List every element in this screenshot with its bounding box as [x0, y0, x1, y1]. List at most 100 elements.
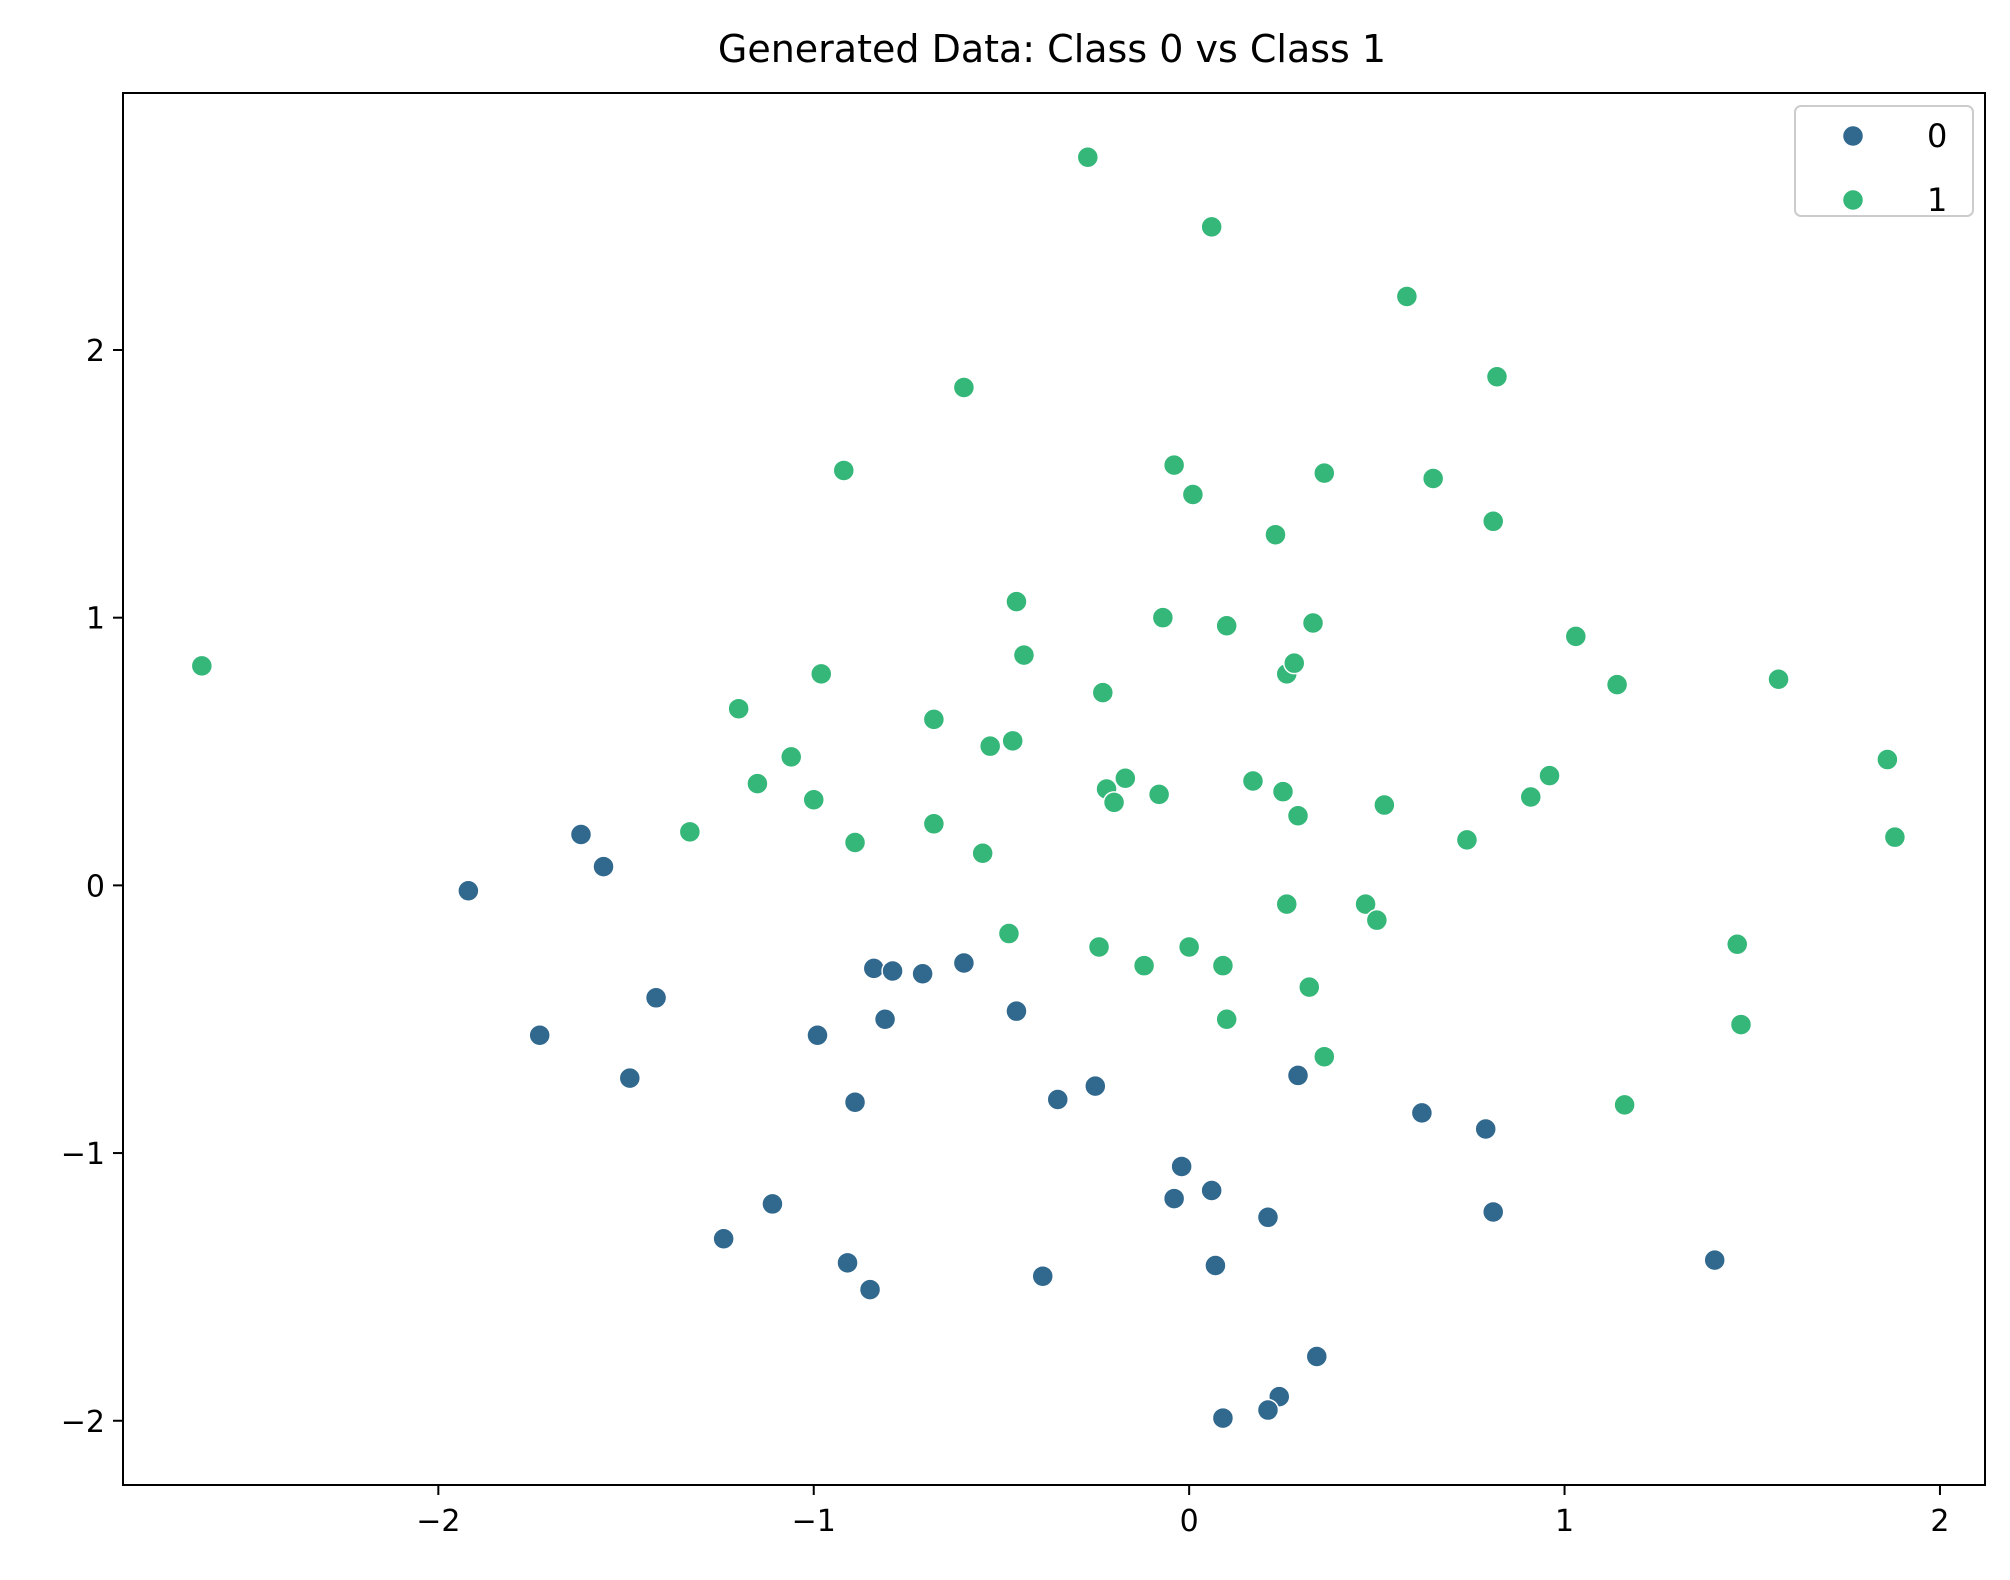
data-point: [779, 745, 803, 769]
x-tick-label: −2: [416, 1504, 460, 1539]
data-point: [1211, 1406, 1235, 1430]
data-point: [1264, 523, 1287, 546]
data-point: [997, 922, 1021, 945]
data-point: [727, 697, 750, 720]
data-point: [858, 1278, 882, 1301]
data-point: [843, 831, 867, 854]
data-point: [1305, 1345, 1329, 1368]
data-point: [1481, 510, 1505, 533]
chart-title: Generated Data: Class 0 vs Class 1: [718, 27, 1386, 71]
data-point: [1301, 611, 1325, 635]
data-point: [1114, 767, 1137, 790]
data-point: [1373, 793, 1396, 817]
data-point: [843, 1090, 867, 1114]
plot-frame: [122, 92, 1986, 1486]
data-point: [873, 1007, 897, 1031]
data-point: [761, 1192, 784, 1216]
y-tick-label: 0: [86, 869, 105, 904]
data-point: [1200, 1179, 1223, 1202]
data-point: [1729, 1013, 1753, 1036]
data-point: [1215, 614, 1238, 637]
data-point: [836, 1251, 859, 1275]
data-point: [1876, 748, 1899, 771]
data-point: [1613, 1093, 1636, 1117]
data-point: [1177, 935, 1201, 959]
x-tick-label: 0: [1180, 1504, 1199, 1539]
data-point: [1005, 590, 1028, 613]
data-point: [457, 879, 480, 902]
data-point: [678, 820, 702, 844]
x-axis: −2 −1 0 1 2: [416, 1485, 1949, 1539]
data-point: [1001, 729, 1024, 753]
data-point: [881, 959, 904, 983]
data-point: [1481, 1200, 1505, 1224]
data-point: [1313, 461, 1336, 485]
y-axis: −2 −1 0 1 2: [61, 334, 123, 1440]
data-point: [528, 1024, 551, 1047]
data-point: [1241, 769, 1265, 793]
data-point: [1147, 783, 1171, 806]
data-point: [1162, 1187, 1186, 1210]
legend-label: 1: [1927, 181, 1947, 219]
data-point: [1725, 933, 1749, 956]
data-point: [1215, 1007, 1238, 1031]
data-point: [862, 957, 886, 980]
data-point: [1162, 453, 1186, 477]
data-point: [1200, 215, 1223, 239]
data-point: [1256, 1398, 1280, 1422]
data-point: [806, 1024, 829, 1047]
data-point: [1455, 828, 1479, 852]
data-point: [569, 823, 593, 846]
data-point: [1170, 1155, 1193, 1178]
data-point: [1012, 643, 1036, 667]
data-point: [1564, 625, 1588, 648]
data-point: [1395, 285, 1419, 308]
data-point: [1703, 1248, 1726, 1272]
data-point: [810, 662, 833, 686]
y-tick-label: 1: [86, 602, 105, 637]
data-point: [922, 708, 946, 731]
data-point: [1605, 673, 1629, 696]
data-point: [1421, 467, 1445, 490]
data-point: [644, 986, 668, 1010]
data-point: [592, 855, 615, 878]
data-point: [712, 1227, 735, 1250]
data-point: [971, 841, 994, 865]
data-point: [1283, 651, 1306, 675]
data-point: [1091, 681, 1115, 704]
data-point: [1204, 1254, 1227, 1277]
data-point: [1313, 1045, 1336, 1068]
y-tick-label: −2: [61, 1405, 105, 1440]
data-point: [1087, 935, 1111, 959]
data-point: [952, 376, 976, 399]
y-tick-label: −1: [61, 1137, 105, 1172]
legend-box: [1794, 105, 1974, 217]
x-tick-label: 1: [1555, 1504, 1574, 1539]
data-point: [746, 772, 769, 795]
data-point: [1102, 791, 1126, 814]
data-point: [1275, 892, 1298, 916]
legend-marker: [1841, 124, 1865, 148]
x-tick-label: −1: [792, 1504, 836, 1539]
data-point: [1256, 1206, 1280, 1229]
data-point: [911, 962, 934, 985]
legend: 01: [1794, 105, 1974, 219]
data-point: [978, 734, 1002, 758]
data-point: [1519, 785, 1543, 809]
data-point: [1046, 1088, 1070, 1111]
data-point: [1485, 365, 1509, 389]
data-point: [1474, 1117, 1497, 1141]
data-point: [1181, 483, 1205, 506]
data-point: [1410, 1101, 1434, 1125]
data-point: [1354, 892, 1377, 916]
data-point: [1031, 1264, 1054, 1288]
data-point: [1286, 1064, 1310, 1087]
data-point: [190, 654, 214, 678]
data-point: [832, 459, 856, 482]
data-point: [1365, 908, 1389, 932]
data-point: [1211, 954, 1235, 977]
data-point: [952, 951, 976, 975]
data-point: [1271, 780, 1295, 803]
data-point: [1005, 999, 1028, 1023]
data-point: [1076, 145, 1100, 169]
